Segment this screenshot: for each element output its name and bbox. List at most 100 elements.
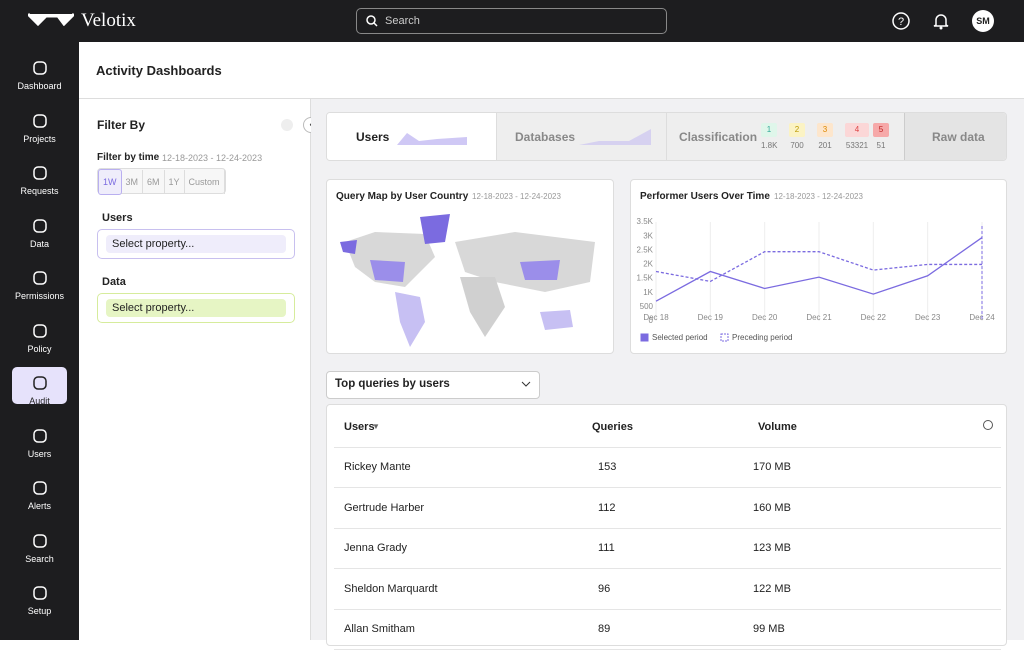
nav-item[interactable]: Requests [0,165,79,196]
nav-label: Users [27,448,52,459]
tab-databases[interactable]: Databases [496,113,667,160]
nav-icon-shape [32,586,47,600]
sidebar: Dashboard Projects Requests Data Permissions… [0,42,79,640]
tab-users[interactable]: Users [327,113,496,160]
y-tick-label: 3K [643,231,653,240]
table-row[interactable]: Allan Smitham 89 99 MB [334,609,1001,650]
query-dropdown[interactable]: Top queries by users [326,371,540,399]
nav-item[interactable]: Audit [0,375,79,406]
tab-label: Raw data [932,130,985,144]
nav-label: Alerts [27,501,51,511]
legend-label: Selected period [652,333,708,342]
y-tick-label: 2.5K [637,245,654,254]
tab-label: Databases [515,130,576,144]
table-row[interactable]: Jenna Grady 111 123 MB [334,528,1001,569]
brand: Velotix [81,10,136,31]
y-tick-label: 1.5K [637,274,654,283]
badge-level: 5 [873,123,889,137]
users-placeholder: Select property... [106,235,286,253]
badge-level: 4 [845,123,869,137]
avatar[interactable]: SM [972,10,994,32]
nav-item[interactable]: Permissions [0,270,79,301]
nav-icon [32,323,47,338]
nav-icon [32,61,47,75]
query-table: Users Queries Volume ▼ Rickey Mante 153 170 MB… [326,404,1007,650]
table-cell: 111 [598,542,615,554]
page-title: Activity Dashboards [96,63,222,78]
table-row[interactable]: Rickey Mante 153 170 MB [334,447,1001,488]
filter-icon[interactable] [281,119,293,131]
nav-icon [32,481,47,495]
column-header[interactable]: Volume [758,421,797,433]
tabs: Users Databases Classification 1 1.8K 2 700 3… [326,112,1007,161]
nav-item[interactable]: Users [0,428,79,459]
range-button[interactable]: Custom [185,170,225,194]
x-tick-label: Dec 19 [698,313,724,322]
nav-item[interactable]: Alerts [0,480,79,511]
series-line [655,251,982,283]
time-label: Filter by time [97,152,160,163]
table-cell: Allan Smitham [344,623,415,635]
nav-icon [32,271,47,285]
users-select[interactable]: Select property... [97,229,295,259]
data-select[interactable]: Select property... [97,293,295,323]
sparkline [397,133,467,145]
nav-item[interactable]: Projects [0,113,79,144]
range-button[interactable]: 1Y [165,170,185,194]
table-cell: 96 [598,582,611,595]
table-row[interactable]: Gertrude Harber 112 160 MB [334,488,1001,529]
x-tick-label: Dec 22 [861,313,887,322]
legend-swatch [720,333,729,342]
table-cell: Gertrude Harber [344,501,425,514]
data-placeholder: Select property... [106,299,286,317]
top-bar: Velotix Search ? SM [0,0,1024,42]
nav-item[interactable]: Dashboard [0,60,79,91]
nav-icon [32,586,47,600]
tab-classification[interactable]: Classification 1 1.8K 2 700 3 201 4 53321 5 51 [666,113,904,160]
sparkline [579,129,651,145]
divider [79,98,1024,99]
nav-item[interactable]: Data [0,218,79,249]
nav-icon [32,113,47,128]
column-header[interactable]: Queries [592,421,633,433]
tab-label: Users [356,130,390,144]
chart-title: Performer Users Over Time [640,191,770,202]
settings-icon[interactable] [983,420,993,430]
table-cell: 112 [598,501,616,514]
help-icon[interactable]: ? [891,11,911,31]
table-cell: Rickey Mante [344,461,411,473]
range-button[interactable]: 6M [143,170,165,194]
nav-label: Data [29,238,49,249]
nav-item[interactable]: Policy [0,323,79,354]
nav-item[interactable]: Search [0,533,79,564]
badge-count: 51 [876,141,886,150]
badge-level: 1 [761,123,777,137]
dropdown-label: Top queries by users [335,378,450,390]
badge-count: 201 [818,141,832,150]
table-cell: Jenna Grady [344,542,407,554]
tab-label: Classification [679,130,758,144]
nav-item[interactable]: Setup [0,585,79,616]
badge-count: 53321 [845,141,869,150]
nav-active [12,367,67,404]
range-button[interactable]: 3M [122,170,144,194]
table-row[interactable]: Sheldon Marquardt 96 122 MB [334,569,1001,610]
nav-icon-shape [32,218,47,233]
class-badge: 4 53321 [845,123,869,150]
map-title: Query Map by User Country [336,191,469,202]
bell-icon[interactable] [932,12,950,30]
line-chart: 0 500 1K 1.5K 2K 2.5K 3K 3.5K Dec 18 Dec 19 Dec 20… [637,217,996,342]
tab-raw[interactable]: Raw data [904,113,1006,160]
range-button[interactable]: 1W [98,169,122,195]
column-header[interactable]: Users [344,421,375,433]
nav-label: Permissions [14,291,64,301]
search-box[interactable]: Search [356,8,667,34]
legend-swatch [640,333,649,342]
nav-icon-shape [32,481,47,495]
sort-icon: ▼ [372,422,380,431]
table-cell: 160 MB [753,501,791,514]
nav-icon [32,533,47,548]
class-badge: 3 201 [817,123,833,150]
chevron [521,381,531,387]
